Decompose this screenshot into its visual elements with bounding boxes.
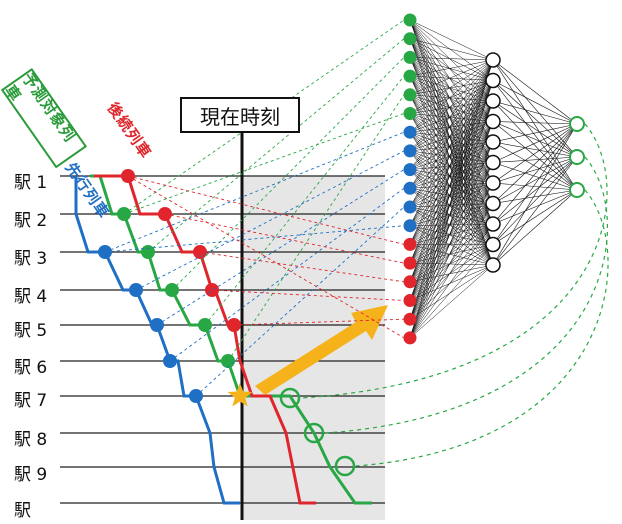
future-region xyxy=(242,176,385,520)
nn-connection xyxy=(493,157,577,224)
nn-input-node xyxy=(404,219,417,232)
station-label-10: 駅 xyxy=(14,496,31,521)
nn-connection xyxy=(493,101,577,157)
nn-input-node xyxy=(404,238,417,251)
nn-input-node xyxy=(404,14,417,27)
nn-connection xyxy=(493,81,577,125)
nn-hidden-node xyxy=(486,258,500,272)
station-label-8: 駅 8 xyxy=(14,425,47,450)
nn-input-node xyxy=(404,331,417,344)
station-label-2: 駅 2 xyxy=(14,206,47,231)
nn-output-node xyxy=(570,150,584,164)
preceding-train-path xyxy=(76,176,240,503)
nn-output-node xyxy=(570,117,584,131)
nn-connection xyxy=(493,190,577,245)
nn-hidden-node xyxy=(486,238,500,252)
nn-input-node xyxy=(404,182,417,195)
nn-hidden-node xyxy=(486,53,500,67)
station-label-6: 駅 6 xyxy=(14,353,47,378)
nn-hidden-node xyxy=(486,176,500,190)
nn-connection xyxy=(410,245,493,338)
nn-input-node xyxy=(404,163,417,176)
station-label-1: 駅 1 xyxy=(14,168,47,193)
nn-input-node xyxy=(404,257,417,270)
station-label-4: 駅 4 xyxy=(14,282,47,307)
nn-hidden-node xyxy=(486,94,500,108)
nn-input-node xyxy=(404,275,417,288)
nn-input-node xyxy=(404,144,417,157)
station-label-5: 駅 5 xyxy=(14,316,47,341)
station-label-9: 駅 9 xyxy=(14,460,47,485)
nn-connection xyxy=(493,190,577,224)
current-time-label: 現在時刻 xyxy=(180,97,300,133)
nn-hidden-node xyxy=(486,115,500,129)
nn-connection xyxy=(493,157,577,163)
station-label-7: 駅 7 xyxy=(14,386,47,411)
nn-hidden-node xyxy=(486,217,500,231)
nn-connection xyxy=(493,101,577,124)
nn-hidden-node xyxy=(486,197,500,211)
nn-output-node xyxy=(570,183,584,197)
nn-input-node xyxy=(404,313,417,326)
nn-input-node xyxy=(404,70,417,83)
nn-connection xyxy=(493,157,577,265)
nn-input-node xyxy=(404,88,417,101)
nn-input-node xyxy=(404,32,417,45)
nn-hidden-node xyxy=(486,74,500,88)
nn-connection xyxy=(493,122,577,125)
nn-input-node xyxy=(404,51,417,64)
nn-hidden-node xyxy=(486,135,500,149)
nn-connection xyxy=(493,122,577,191)
nn-input-node xyxy=(404,294,417,307)
nn-input-node xyxy=(404,126,417,139)
station-label-3: 駅 3 xyxy=(14,244,47,269)
nn-input-node xyxy=(404,201,417,214)
nn-input-node xyxy=(404,107,417,120)
nn-hidden-node xyxy=(486,156,500,170)
nn-connection xyxy=(493,124,577,163)
